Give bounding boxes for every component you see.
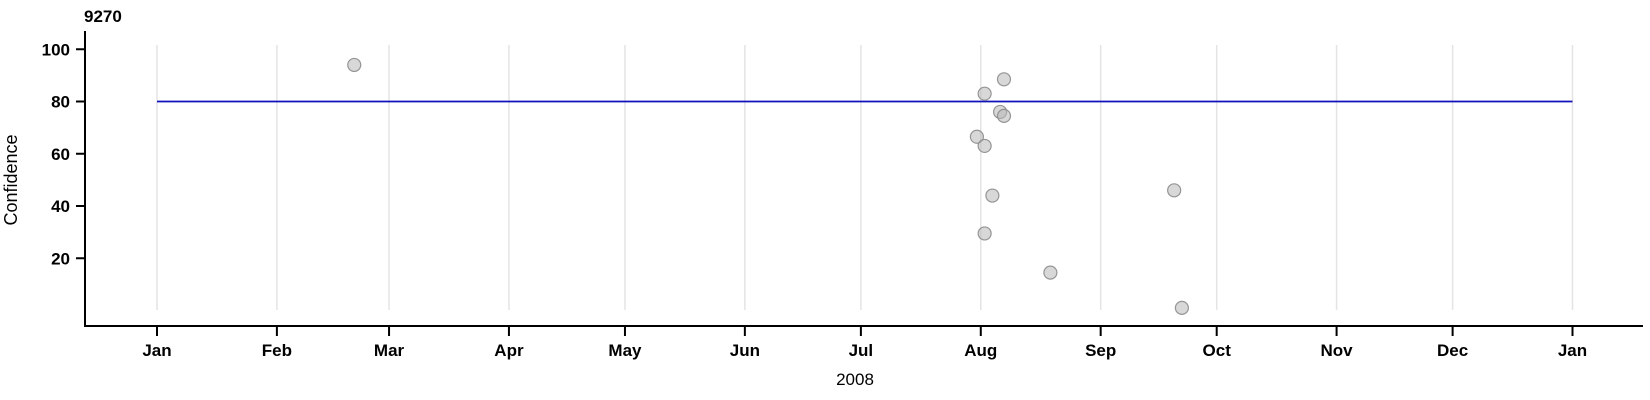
x-tick-label: Jan — [1558, 341, 1587, 360]
y-tick-label: 80 — [51, 93, 70, 112]
x-tick-label: May — [608, 341, 642, 360]
x-tick-label: Oct — [1203, 341, 1232, 360]
data-point — [996, 108, 1012, 123]
x-tick-label: Dec — [1437, 341, 1468, 360]
data-point — [977, 138, 992, 154]
data-point — [1043, 265, 1058, 280]
x-tick-label: Apr — [494, 341, 524, 360]
y-tick-label: 20 — [51, 249, 70, 268]
gridlines-layer — [156, 45, 1574, 310]
chart-title: 9270 — [84, 7, 122, 26]
data-point — [977, 226, 992, 241]
data-point — [1174, 300, 1189, 315]
data-point — [1167, 183, 1182, 198]
data-point — [996, 72, 1012, 87]
x-tick-label: Feb — [262, 341, 292, 360]
x-tick-label: Aug — [964, 341, 997, 360]
data-point — [347, 57, 362, 73]
y-tick-label: 100 — [42, 40, 70, 59]
data-points-layer — [347, 57, 1189, 315]
x-tick-label: Mar — [374, 341, 405, 360]
data-point — [969, 129, 985, 144]
x-tick-label: Jul — [849, 341, 874, 360]
data-point — [977, 86, 992, 101]
ticks-layer: Jan Feb Mar Apr May Jun Jul Aug Sep Oct Nov Dec Jan 2… — [42, 40, 1588, 360]
data-point — [985, 188, 1000, 203]
x-tick-label: Nov — [1321, 341, 1354, 360]
x-axis-label: 2008 — [836, 370, 874, 389]
y-tick-label: 60 — [51, 145, 70, 164]
x-tick-label: Jun — [730, 341, 760, 360]
x-tick-label: Sep — [1085, 341, 1116, 360]
x-tick-label: Jan — [142, 341, 171, 360]
y-axis-label: Confidence — [1, 134, 21, 225]
y-tick-label: 40 — [51, 197, 70, 216]
